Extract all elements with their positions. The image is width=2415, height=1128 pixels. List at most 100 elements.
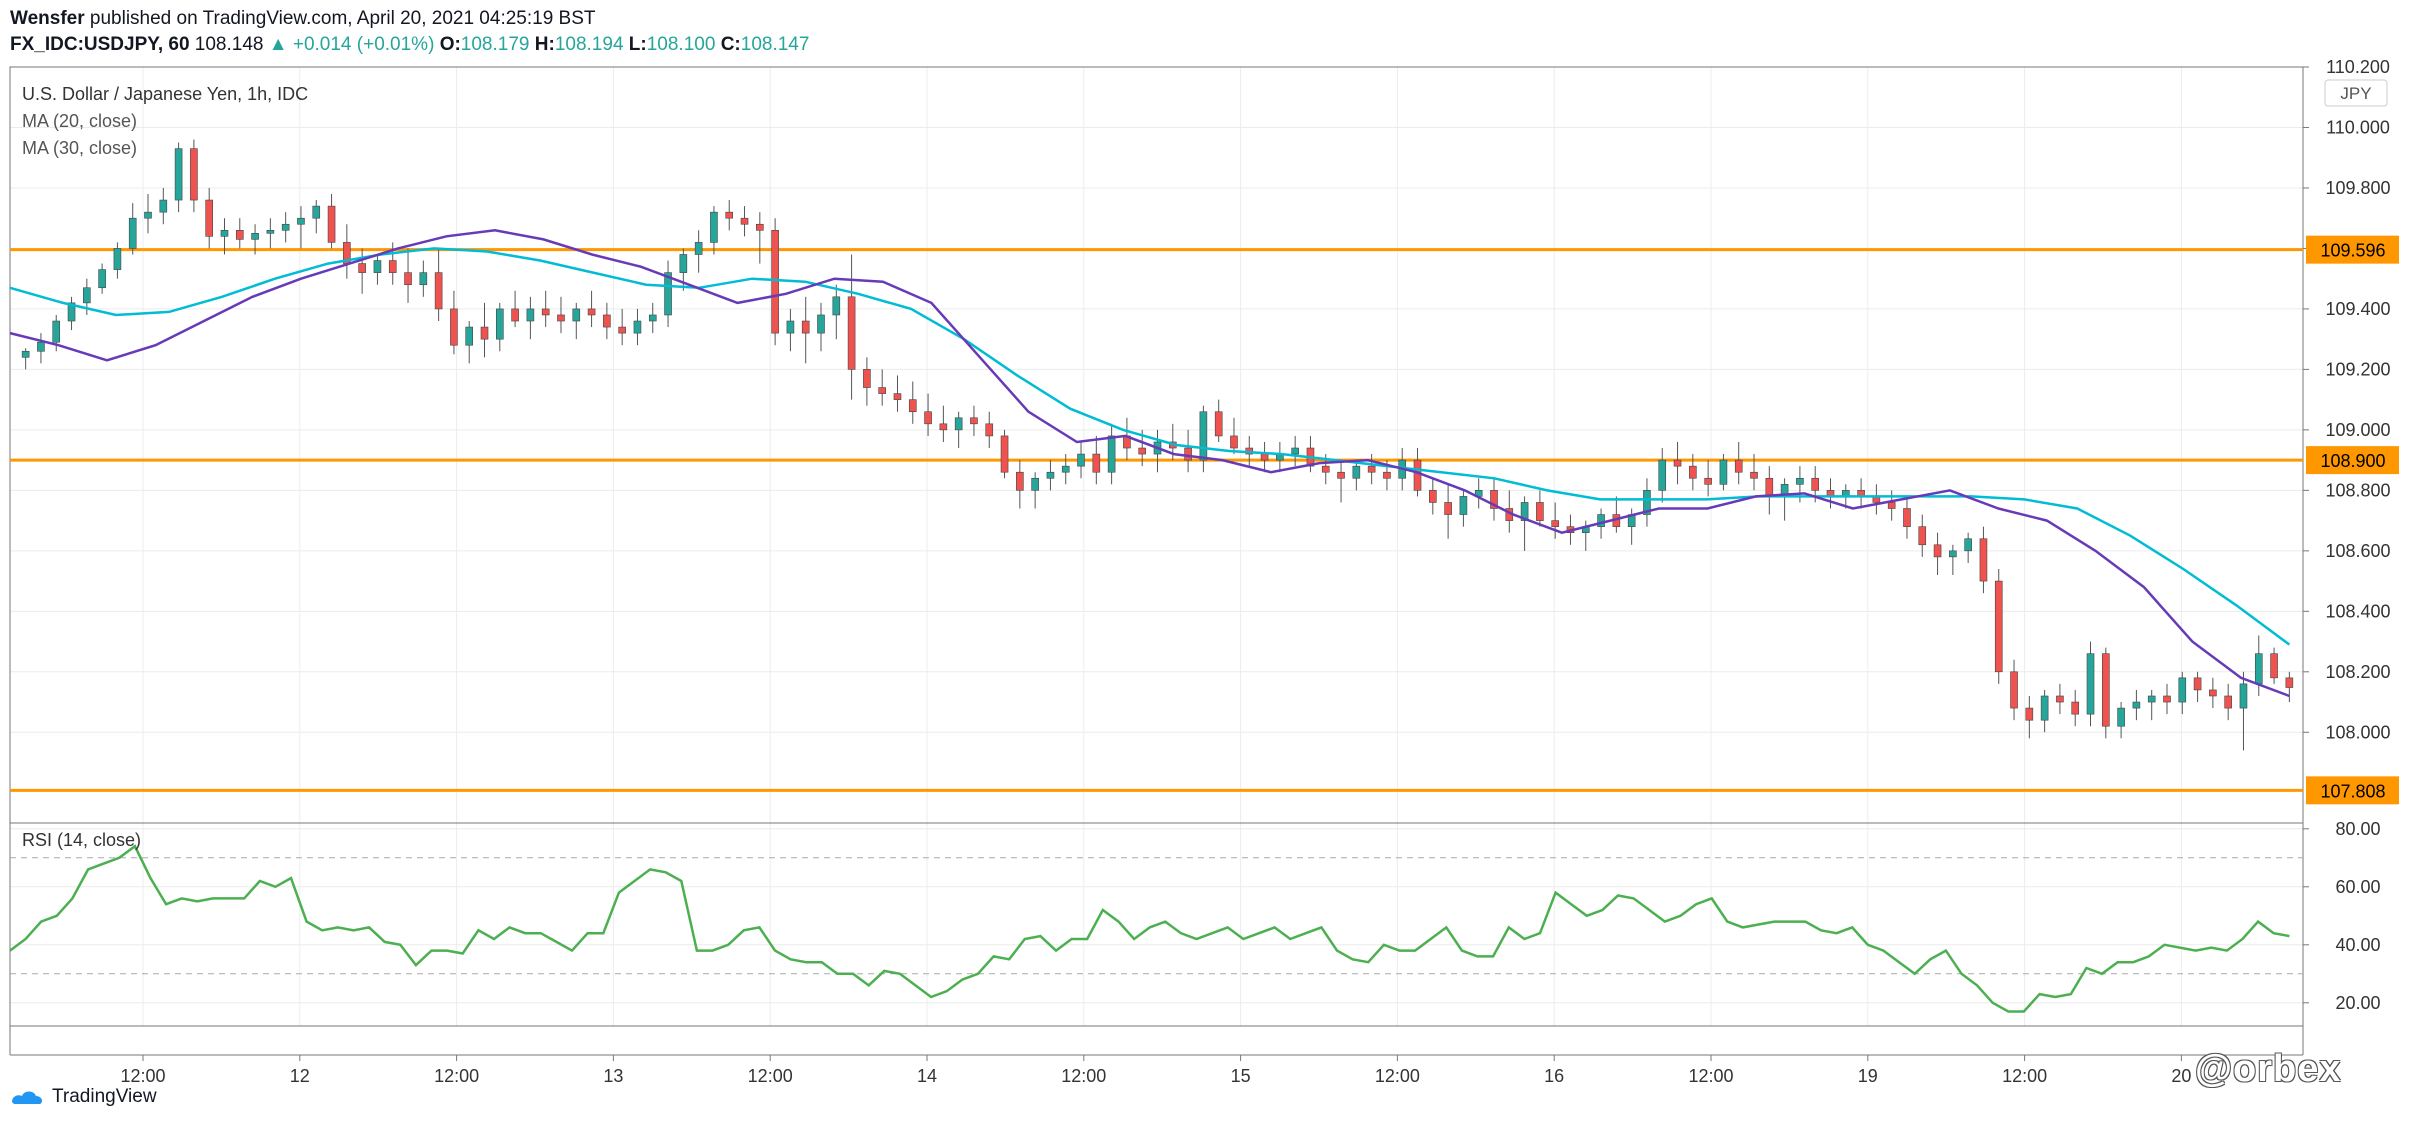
candle-body [174,148,183,201]
candle-body [1321,465,1330,473]
candle-body [618,326,626,334]
x-tick-label: 16 [1544,1066,1564,1086]
candle-body [128,217,137,249]
open-label: O: [439,34,461,55]
price-axis[interactable]: 110.200110.000109.800109.600109.400109.2… [2303,57,2391,742]
rsi-tick-label: 40.00 [2335,935,2380,955]
candle-body [1949,550,1957,558]
candle-body [2102,653,2110,727]
candle-body [1000,435,1009,473]
publish-info: published on TradingView.com, April 20, … [84,8,596,29]
ma20-legend: MA (20, close) [22,111,137,131]
candle-body [740,217,749,225]
currency-badge [2324,79,2388,107]
candle-body [832,296,841,316]
candle-body [388,260,397,273]
y-tick-label: 110.200 [2326,57,2390,77]
chart-header: Wensfer published on TradingView.com, Ap… [10,6,809,58]
candle-body [1597,514,1605,527]
candle-body [1811,477,1819,491]
candle-body [847,296,856,370]
candle-body [1077,453,1085,467]
candle-body [98,269,106,289]
candlesticks [21,139,2294,751]
candle-body [756,223,764,231]
candle-body [1413,459,1422,491]
x-tick-label: 14 [917,1066,937,1086]
ma30-line [9,247,2291,646]
candle-body [1918,526,1927,546]
candle-body [878,387,886,394]
candle-body [266,229,275,234]
x-tick-label: 12:00 [1375,1066,1420,1086]
candle-body [1138,447,1147,455]
ma20-line [9,229,2290,698]
candle-body [541,308,550,316]
open-value: 108.179 [460,34,530,55]
candle-body [1796,477,1804,485]
candle-body [908,399,917,413]
candle-body [2086,653,2095,715]
close-label: C: [720,34,741,55]
x-tick-label: 12:00 [1688,1066,1733,1086]
currency-label: JPY [2340,84,2371,103]
candle-body [297,217,305,225]
rsi-axis[interactable]: 80.00 60.00 40.00 20.00 [2303,819,2381,1013]
rsi-tick-label: 20.00 [2335,993,2380,1013]
candle-body [648,314,657,322]
candle-body [1016,471,1024,491]
y-tick-label: 108.800 [2325,480,2390,500]
candle-body [694,242,703,255]
candle-body [1383,471,1391,479]
x-tick-label: 12 [290,1066,310,1086]
candle-body [664,272,672,316]
candle-body [786,320,795,334]
candle-body [83,287,91,304]
candle-body [52,320,61,343]
rsi-levels [10,857,2303,975]
rsi-line [9,844,2290,1013]
candle-body [1459,496,1468,515]
candle-body [557,314,565,322]
candle-body [1107,435,1116,473]
level-price-label: 109.596 [2320,241,2385,261]
tradingview-logo[interactable]: TradingView [10,1086,157,1108]
y-tick-label: 108.200 [2325,662,2390,682]
candle-body [113,248,122,270]
candle-body [1750,471,1758,479]
candle-body [526,308,535,322]
candle-body [450,308,458,346]
candle-body [2010,671,2018,709]
rsi-tick-label: 80.00 [2335,819,2380,839]
candle-body [2193,677,2202,691]
candle-body [1520,502,1529,521]
candle-body [358,263,366,273]
y-tick-label: 108.400 [2325,601,2390,621]
candle-body [2147,695,2156,703]
candle-body [1092,453,1101,473]
candle-body [587,308,596,316]
candle-body [1199,411,1208,461]
candle-body [2270,653,2278,679]
candle-body [1643,490,1651,515]
candle-body [2071,701,2080,715]
candle-body [1260,453,1269,461]
candle-body [144,211,152,219]
y-tick-label: 110.000 [2326,117,2390,137]
price-change: ▲ +0.014 (+0.01%) [268,34,435,55]
y-tick-label: 109.800 [2325,178,2390,198]
candle-body [496,308,504,340]
candle-body [1291,447,1299,455]
candle-body [1979,538,1988,582]
time-axis[interactable]: 12:00 12 12:00 13 12:00 14 12:00 15 12:00 16 12:00… [120,1055,2191,1086]
candle-body [2224,695,2232,709]
candle-body [1490,490,1498,509]
candle-body [863,369,871,388]
candle-body [419,272,428,286]
candle-body [1061,465,1070,473]
publisher-name: Wensfer [10,8,85,29]
symbol-label[interactable]: FX_IDC:USDJPY, 60 [10,34,190,55]
last-price: 108.148 [194,34,264,55]
candle-body [465,326,474,346]
